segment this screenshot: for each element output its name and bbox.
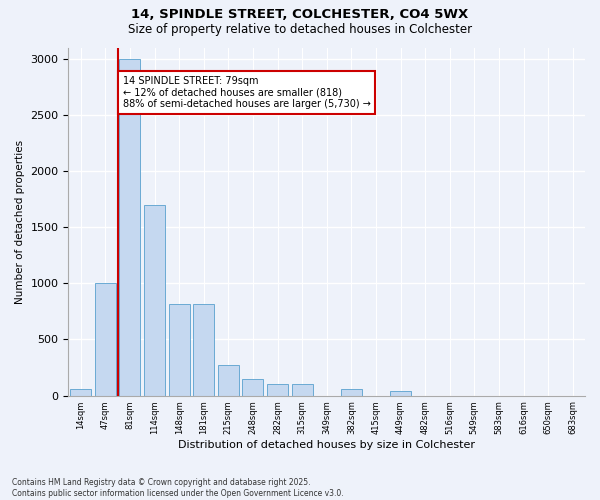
Bar [390, 391, 411, 396]
Bar [144, 204, 165, 396]
Text: 14, SPINDLE STREET, COLCHESTER, CO4 5WX: 14, SPINDLE STREET, COLCHESTER, CO4 5WX [131, 8, 469, 20]
Bar [218, 366, 239, 396]
Bar [242, 378, 263, 396]
X-axis label: Distribution of detached houses by size in Colchester: Distribution of detached houses by size … [178, 440, 475, 450]
Text: 14 SPINDLE STREET: 79sqm
← 12% of detached houses are smaller (818)
88% of semi-: 14 SPINDLE STREET: 79sqm ← 12% of detach… [122, 76, 370, 109]
Bar [70, 389, 91, 396]
Bar [193, 304, 214, 396]
Bar [341, 390, 362, 396]
Text: Contains HM Land Registry data © Crown copyright and database right 2025.
Contai: Contains HM Land Registry data © Crown c… [12, 478, 344, 498]
Bar [95, 284, 116, 396]
Bar [169, 304, 190, 396]
Y-axis label: Number of detached properties: Number of detached properties [15, 140, 25, 304]
Text: Size of property relative to detached houses in Colchester: Size of property relative to detached ho… [128, 22, 472, 36]
Bar [267, 384, 288, 396]
Bar [292, 384, 313, 396]
Bar [119, 58, 140, 396]
